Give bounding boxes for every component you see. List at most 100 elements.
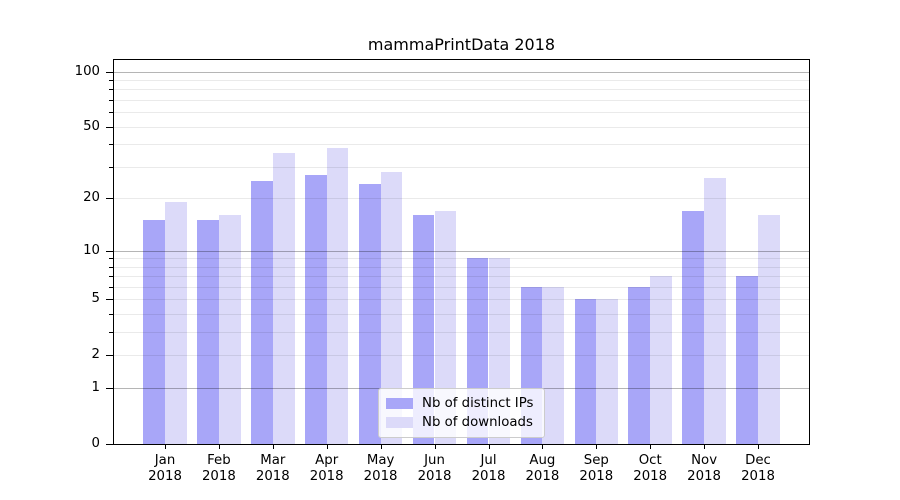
y-minor-tick-30 bbox=[109, 166, 113, 168]
x-tick-label-apr: Apr 2018 bbox=[292, 453, 362, 485]
x-tick-nov bbox=[704, 445, 706, 449]
y-minor-tick-4 bbox=[109, 314, 113, 316]
y-tick-label-10: 10 bbox=[83, 242, 100, 258]
y-tick-label-2: 2 bbox=[91, 347, 100, 363]
x-tick-label-feb: Feb 2018 bbox=[184, 453, 254, 485]
bar-downloads-nov bbox=[704, 178, 726, 444]
x-tick-label-aug: Aug 2018 bbox=[507, 453, 577, 485]
legend-swatch-distinct-ips-icon bbox=[386, 398, 413, 409]
y-minor-tick-2 bbox=[109, 355, 113, 357]
gridline-y-4 bbox=[114, 314, 809, 316]
y-tick-0 bbox=[106, 444, 113, 445]
x-tick-month: Jan bbox=[154, 453, 176, 468]
x-tick-year: 2018 bbox=[201, 469, 236, 484]
x-tick-feb bbox=[218, 445, 220, 449]
x-tick-year: 2018 bbox=[579, 469, 614, 484]
x-tick-month: May bbox=[366, 453, 395, 468]
x-tick-month: Dec bbox=[745, 453, 771, 468]
x-tick-month: Sep bbox=[583, 453, 609, 468]
gridline-y-70 bbox=[114, 100, 809, 101]
gridline-y-10 bbox=[114, 250, 809, 252]
bar-downloads-jan bbox=[165, 202, 187, 444]
bar-ips-dec bbox=[736, 276, 758, 444]
x-tick-label-may: May 2018 bbox=[346, 453, 416, 485]
y-minor-tick-9 bbox=[109, 258, 113, 260]
x-tick-month: Feb bbox=[207, 453, 231, 468]
x-tick-label-mar: Mar 2018 bbox=[238, 453, 308, 485]
x-tick-jun bbox=[434, 445, 436, 449]
gridline-y-30 bbox=[114, 166, 809, 168]
x-tick-apr bbox=[326, 445, 328, 449]
x-tick-year: 2018 bbox=[417, 469, 452, 484]
y-minor-tick-60 bbox=[109, 112, 113, 114]
x-tick-month: Jun bbox=[424, 453, 445, 468]
bar-ips-may bbox=[358, 184, 381, 444]
x-tick-month: Aug bbox=[529, 453, 556, 468]
x-tick-may bbox=[380, 445, 382, 449]
x-tick-month: Jul bbox=[480, 453, 497, 468]
gridline-y-100 bbox=[114, 71, 809, 73]
y-minor-tick-5 bbox=[109, 299, 113, 301]
legend-label-downloads: Nb of downloads bbox=[422, 415, 533, 430]
legend-label-distinct-ips: Nb of distinct IPs bbox=[422, 396, 534, 411]
y-minor-tick-40 bbox=[109, 144, 113, 146]
x-tick-year: 2018 bbox=[471, 469, 506, 484]
x-tick-month: Oct bbox=[638, 453, 662, 468]
gridline-y-40 bbox=[114, 144, 809, 146]
bar-downloads-feb bbox=[218, 215, 241, 444]
bar-ips-feb bbox=[197, 220, 219, 444]
gridline-y-7 bbox=[114, 276, 809, 278]
gridline-y-2 bbox=[114, 355, 809, 357]
y-tick-label-0: 0 bbox=[91, 436, 100, 451]
x-tick-oct bbox=[650, 445, 652, 449]
bar-ips-sep bbox=[574, 299, 597, 444]
legend: Nb of distinct IPs Nb of downloads bbox=[378, 388, 545, 438]
x-tick-month: Nov bbox=[691, 453, 718, 468]
y-minor-tick-90 bbox=[109, 80, 113, 81]
bar-downloads-mar bbox=[272, 152, 295, 444]
x-tick-year: 2018 bbox=[741, 469, 775, 484]
y-tick-10 bbox=[106, 250, 113, 252]
y-minor-tick-7 bbox=[109, 276, 113, 278]
gridline-y-20 bbox=[114, 198, 809, 200]
y-tick-label-100: 100 bbox=[74, 63, 100, 79]
chart-title: mammaPrintData 2018 bbox=[367, 35, 556, 54]
x-tick-year: 2018 bbox=[309, 469, 344, 484]
x-tick-jul bbox=[488, 445, 490, 449]
bar-ips-nov bbox=[682, 210, 705, 444]
y-tick-1 bbox=[106, 388, 113, 390]
x-tick-label-dec: Dec 2018 bbox=[723, 453, 793, 485]
gridline-y-80 bbox=[114, 89, 809, 91]
x-tick-dec bbox=[758, 445, 759, 449]
y-minor-tick-70 bbox=[109, 100, 113, 101]
y-tick-label-5: 5 bbox=[91, 291, 100, 307]
y-minor-tick-3 bbox=[109, 332, 113, 334]
x-tick-label-sep: Sep 2018 bbox=[561, 453, 631, 485]
y-tick-label-50: 50 bbox=[83, 118, 100, 134]
gridline-y-9 bbox=[114, 258, 809, 260]
gridline-y-8 bbox=[114, 266, 809, 268]
y-minor-tick-8 bbox=[109, 266, 113, 268]
legend-item-downloads: Nb of downloads bbox=[386, 414, 536, 431]
gridline-y-6 bbox=[114, 287, 809, 288]
gridline-y-60 bbox=[114, 112, 809, 114]
bar-ips-oct bbox=[628, 287, 651, 444]
x-tick-month: Mar bbox=[260, 453, 286, 468]
bar-ips-apr bbox=[304, 175, 327, 444]
gridline-y-3 bbox=[114, 332, 809, 334]
x-tick-label-jul: Jul 2018 bbox=[454, 453, 524, 485]
x-tick-year: 2018 bbox=[148, 469, 182, 484]
bar-downloads-oct bbox=[650, 276, 672, 444]
y-minor-tick-50 bbox=[109, 126, 113, 128]
bar-downloads-jun bbox=[434, 210, 457, 444]
y-tick-label-1: 1 bbox=[91, 380, 100, 396]
x-tick-year: 2018 bbox=[687, 469, 722, 484]
bar-downloads-may bbox=[380, 172, 403, 444]
x-tick-label-jan: Jan 2018 bbox=[130, 453, 200, 485]
bar-ips-jun bbox=[412, 215, 435, 444]
x-tick-jan bbox=[165, 445, 166, 449]
x-tick-year: 2018 bbox=[255, 469, 290, 484]
x-tick-label-jun: Jun 2018 bbox=[400, 453, 470, 485]
bar-ips-jan bbox=[143, 220, 165, 444]
